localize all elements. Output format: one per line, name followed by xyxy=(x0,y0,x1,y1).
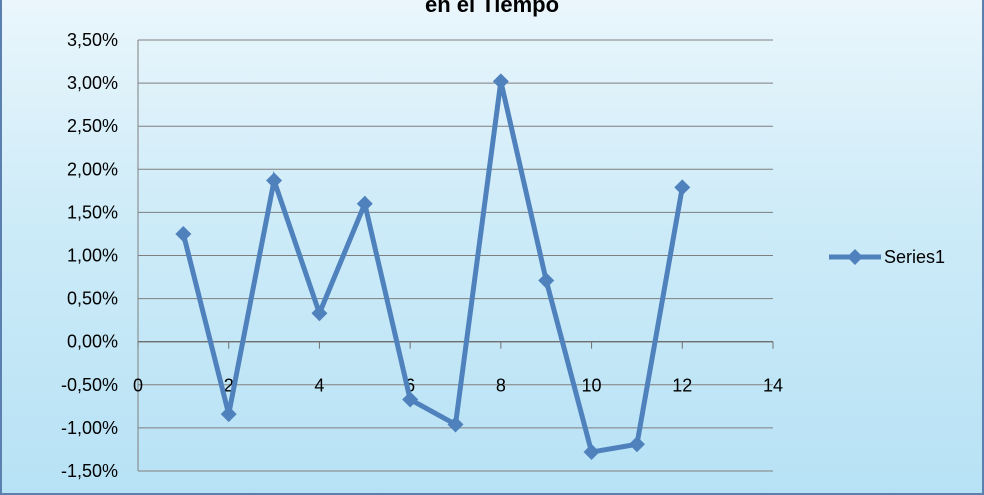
x-tick-label: 12 xyxy=(672,376,692,396)
data-point-marker xyxy=(356,195,373,212)
x-tick-label: 4 xyxy=(314,376,324,396)
x-tick-labels: 0 2 4 6 8 10 12 14 xyxy=(133,376,783,396)
y-tick-labels: 3,50% 3,00% 2,50% 2,00% 1,50% 1,00% 0,50% 0,00%… xyxy=(61,30,118,481)
y-tick-label: 3,00% xyxy=(67,73,118,93)
y-tick-label: 2,50% xyxy=(67,116,118,136)
data-point-marker xyxy=(311,305,328,322)
series-line xyxy=(180,80,685,455)
data-point-marker xyxy=(628,436,645,453)
chart-title: en el Tiempo xyxy=(424,0,560,17)
y-tick-label: 3,50% xyxy=(67,30,118,50)
y-tick-label: 2,00% xyxy=(67,159,118,179)
y-tick-label: 1,00% xyxy=(67,246,118,266)
x-tick-label: 6 xyxy=(405,376,415,396)
x-tick-label: 2 xyxy=(224,376,234,396)
data-point-marker xyxy=(266,172,283,189)
y-tick-label: -1,00% xyxy=(61,418,118,438)
y-tick-label: -0,50% xyxy=(61,375,118,395)
x-tick-label: 8 xyxy=(496,376,506,396)
x-tick-label: 10 xyxy=(582,376,602,396)
legend: Series1 xyxy=(829,247,945,267)
data-point-marker xyxy=(674,179,691,196)
data-point-marker xyxy=(583,444,600,461)
legend-label: Series1 xyxy=(884,247,945,267)
data-point-marker xyxy=(538,272,555,289)
data-point-marker xyxy=(175,225,192,242)
series-group xyxy=(175,73,691,461)
y-tick-label: 1,50% xyxy=(67,202,118,222)
y-tick-label: 0,00% xyxy=(67,332,118,352)
legend-marker xyxy=(847,249,863,265)
data-point-marker xyxy=(492,73,509,90)
y-tick-label: 0,50% xyxy=(67,289,118,309)
data-point-marker xyxy=(220,406,237,423)
data-point-marker xyxy=(447,416,464,433)
data-point-marker xyxy=(402,391,419,408)
y-tick-label: -1,50% xyxy=(61,461,118,481)
x-tick-label: 0 xyxy=(133,376,143,396)
x-tick-label: 14 xyxy=(763,376,783,396)
